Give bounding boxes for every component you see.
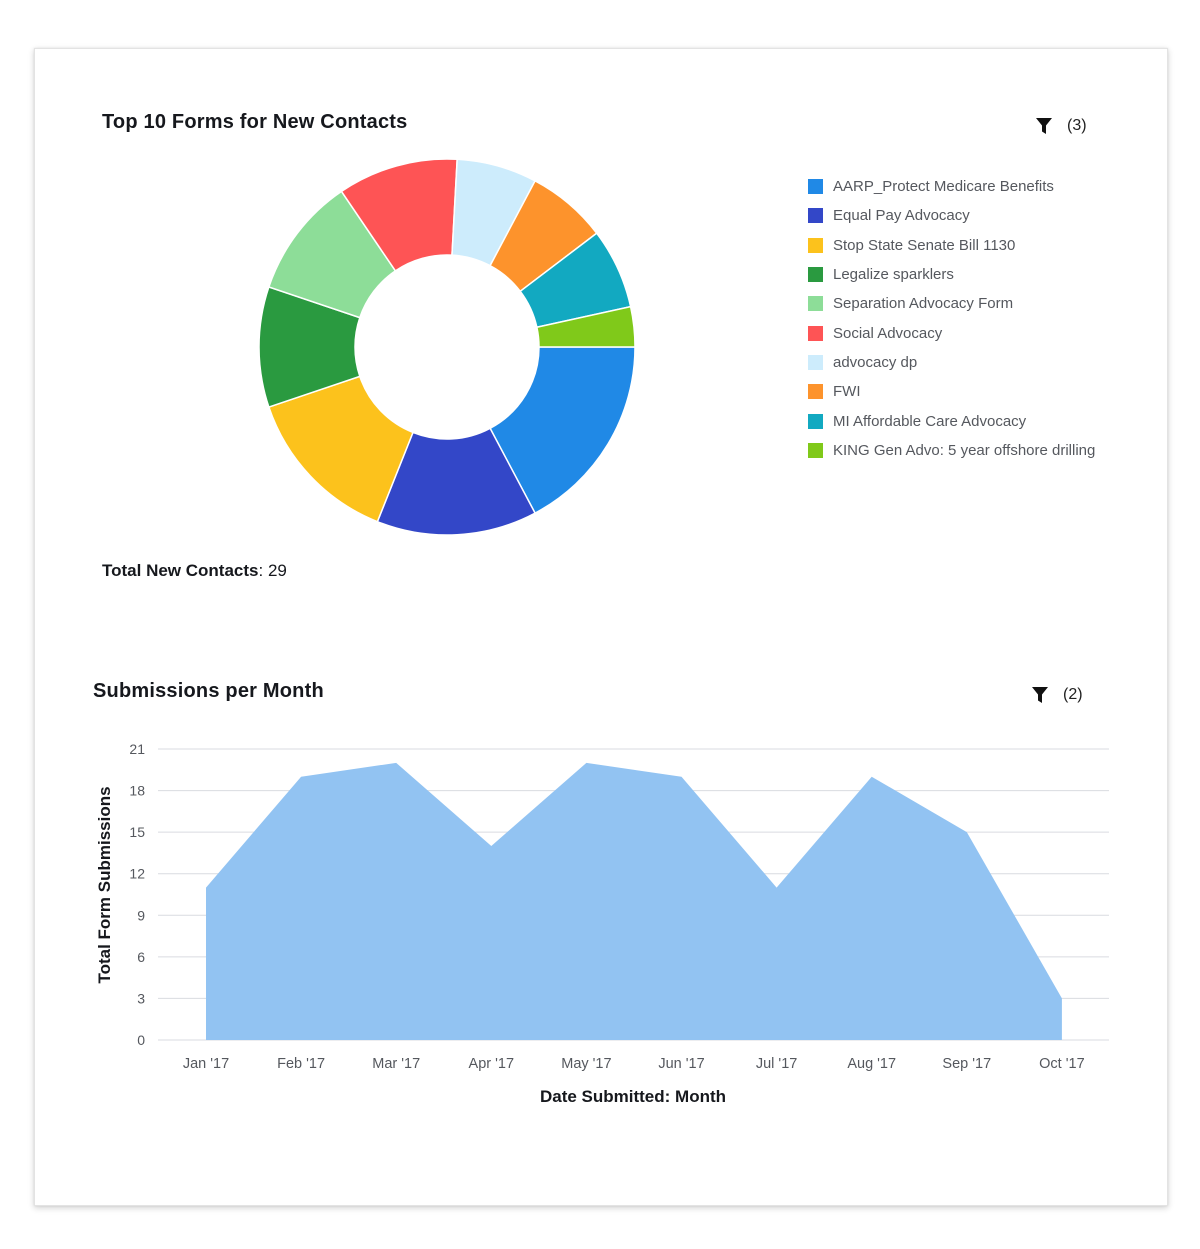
- donut-filter-count: (3): [1067, 117, 1087, 134]
- area-chart: 0 3 6 9 12 15 18 21 Jan '17 Feb '17 Mar '17 Apr '17…: [95, 741, 1109, 1106]
- legend-item[interactable]: Separation Advocacy Form: [808, 289, 1095, 318]
- x-tick-label: Jul '17: [756, 1056, 797, 1072]
- total-new-contacts-label: Total New Contacts: [102, 561, 259, 580]
- y-axis-title: Total Form Submissions: [95, 786, 114, 983]
- donut-slice[interactable]: [535, 305, 636, 348]
- legend-item[interactable]: Stop State Senate Bill 1130: [808, 231, 1095, 260]
- legend-swatch: [808, 442, 823, 458]
- y-tick-label: 15: [129, 824, 145, 840]
- area-series[interactable]: [206, 762, 1062, 1040]
- legend-swatch: [808, 296, 823, 312]
- legend-swatch: [808, 267, 823, 283]
- legend-label: Equal Pay Advocacy: [833, 207, 970, 225]
- y-tick-label: 0: [137, 1032, 145, 1048]
- legend-label: Separation Advocacy Form: [833, 295, 1014, 313]
- y-tick-label: 12: [129, 866, 145, 882]
- funnel-icon: [1031, 685, 1049, 705]
- area-chart-title: Submissions per Month: [93, 680, 324, 702]
- x-tick-label: Jun '17: [658, 1056, 704, 1072]
- legend-item[interactable]: MI Affordable Care Advocacy: [808, 406, 1095, 435]
- y-tick-label: 6: [137, 949, 145, 965]
- legend-swatch: [808, 413, 823, 429]
- legend-label: Legalize sparklers: [833, 266, 954, 284]
- donut-slice[interactable]: [267, 375, 414, 523]
- area-point[interactable]: [1059, 995, 1065, 1001]
- legend-swatch: [808, 354, 823, 370]
- x-tick-label: Aug '17: [847, 1056, 896, 1072]
- area-filter-button[interactable]: (2): [1031, 685, 1083, 705]
- y-tick-label: 3: [137, 990, 145, 1006]
- x-tick-label: Feb '17: [277, 1056, 325, 1072]
- total-new-contacts: Total New Contacts: 29: [102, 561, 287, 580]
- area-point[interactable]: [298, 774, 304, 780]
- y-tick-label: 21: [129, 741, 145, 757]
- area-filter-count: (2): [1063, 686, 1083, 703]
- y-tick-label: 18: [129, 783, 145, 799]
- total-new-contacts-value: 29: [267, 561, 287, 580]
- donut-legend: AARP_Protect Medicare Benefits Equal Pay …: [808, 172, 1095, 465]
- x-tick-label: Oct '17: [1039, 1056, 1084, 1072]
- x-tick-label: Mar '17: [372, 1056, 420, 1072]
- legend-swatch: [808, 179, 823, 195]
- legend-swatch: [808, 208, 823, 224]
- area-point[interactable]: [203, 885, 209, 891]
- x-axis-title: Date Submitted: Month: [540, 1087, 726, 1106]
- legend-item[interactable]: FWI: [808, 377, 1095, 406]
- legend-item[interactable]: Equal Pay Advocacy: [808, 201, 1095, 230]
- area-point[interactable]: [964, 829, 970, 835]
- area-point[interactable]: [774, 885, 780, 891]
- legend-item[interactable]: Social Advocacy: [808, 318, 1095, 347]
- legend-label: Stop State Senate Bill 1130: [833, 236, 1016, 254]
- x-tick-label: May '17: [561, 1056, 611, 1072]
- legend-item[interactable]: AARP_Protect Medicare Benefits: [808, 172, 1095, 201]
- legend-label: AARP_Protect Medicare Benefits: [833, 178, 1054, 196]
- legend-label: MI Affordable Care Advocacy: [833, 412, 1027, 430]
- donut-filter-button[interactable]: (3): [1035, 116, 1087, 136]
- y-tick-label: 9: [137, 907, 145, 923]
- area-point[interactable]: [869, 774, 875, 780]
- legend-item[interactable]: advocacy dp: [808, 348, 1095, 377]
- legend-label: KING Gen Advo: 5 year offshore drilling: [833, 441, 1096, 459]
- legend-label: FWI: [833, 383, 861, 401]
- x-tick-label: Apr '17: [469, 1056, 515, 1072]
- legend-item[interactable]: Legalize sparklers: [808, 260, 1095, 289]
- legend-swatch: [808, 237, 823, 253]
- donut-slice[interactable]: [376, 427, 537, 536]
- area-point[interactable]: [393, 760, 399, 766]
- donut-chart: [258, 158, 636, 536]
- x-tick-label: Sep '17: [942, 1056, 991, 1072]
- donut-chart-title: Top 10 Forms for New Contacts: [102, 111, 408, 133]
- area-point[interactable]: [679, 774, 685, 780]
- funnel-icon: [1035, 116, 1053, 136]
- legend-item[interactable]: KING Gen Advo: 5 year offshore drilling: [808, 436, 1095, 465]
- area-point[interactable]: [583, 760, 589, 766]
- legend-label: Social Advocacy: [833, 324, 943, 342]
- x-tick-label: Jan '17: [183, 1056, 229, 1072]
- legend-label: advocacy dp: [833, 353, 918, 371]
- area-point[interactable]: [488, 843, 494, 849]
- donut-slice[interactable]: [489, 346, 636, 515]
- legend-swatch: [808, 325, 823, 341]
- legend-swatch: [808, 384, 823, 400]
